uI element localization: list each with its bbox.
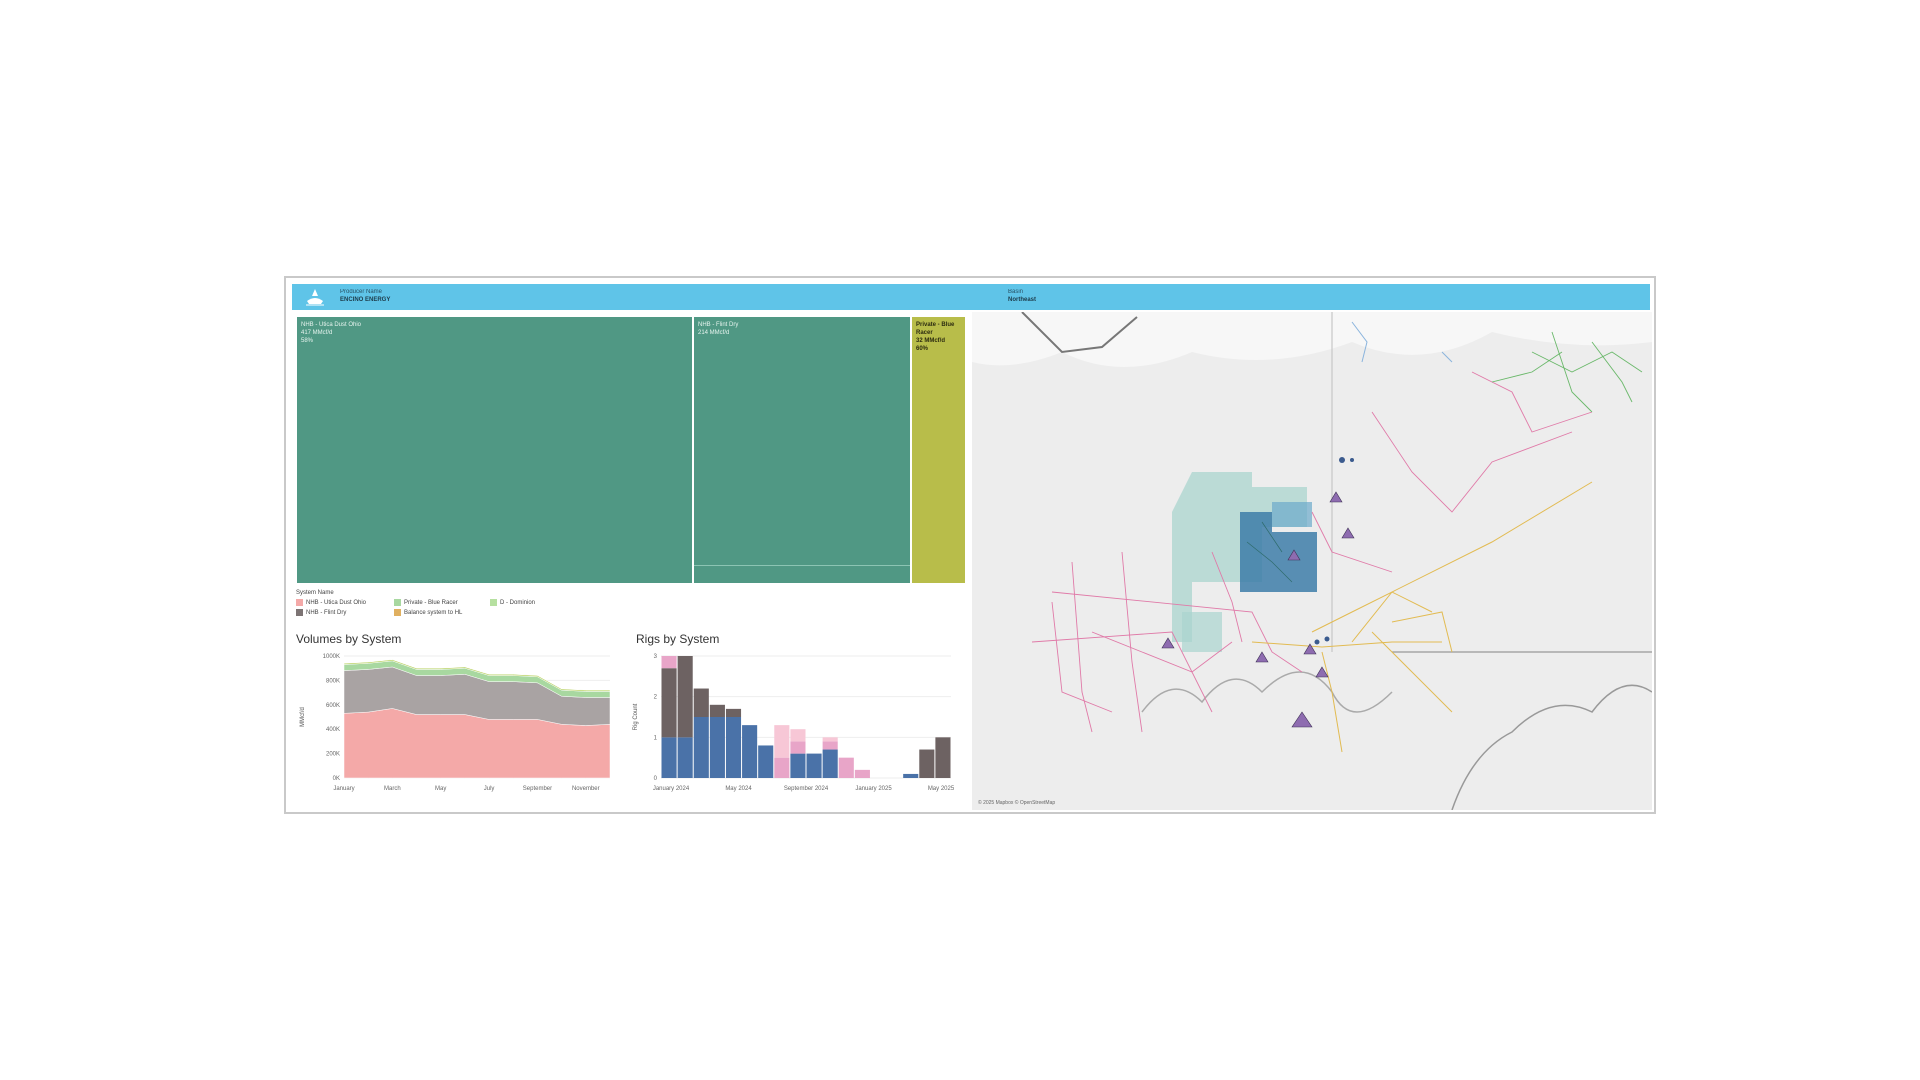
bar-segment xyxy=(709,704,725,717)
bar-segment xyxy=(774,757,790,778)
bar-segment xyxy=(725,717,742,778)
area-series-d-dominion xyxy=(343,659,611,692)
header-bar: Producer Name ENCINO ENERGY Basin Northe… xyxy=(292,284,1650,310)
y-tick-label: 1 xyxy=(654,735,658,741)
bar-segment xyxy=(903,773,919,778)
y-tick-label: 200K xyxy=(326,752,340,758)
dashboard-frame: Producer Name ENCINO ENERGY Basin Northe… xyxy=(284,276,1656,814)
legend-label: Balance system to HL xyxy=(404,609,463,616)
legend-item-blue-racer[interactable]: Private - Blue Racer xyxy=(394,599,458,606)
map-canvas[interactable] xyxy=(972,312,1652,810)
legend-title: System Name xyxy=(296,590,334,596)
y-tick-label: 800K xyxy=(326,678,340,684)
bar-segment xyxy=(742,725,758,778)
legend-label: Private - Blue Racer xyxy=(404,599,458,606)
bar-segment xyxy=(838,757,854,778)
bar-segment xyxy=(677,737,693,778)
y-tick-label: 0 xyxy=(654,776,658,782)
treemap-cell-blue-racer[interactable]: Private - Blue Racer 32 MMcf/d 60% xyxy=(911,316,966,584)
x-tick-label: January xyxy=(333,786,354,792)
legend-swatch xyxy=(394,609,401,616)
bar-segment xyxy=(822,741,838,750)
y-tick-label: 2 xyxy=(654,695,658,701)
treemap-cell-utica[interactable]: NHB - Utica Dust Ohio 417 MMcf/d 58% xyxy=(296,316,693,584)
system-legend: System Name NHB - Utica Dust Ohio Privat… xyxy=(296,590,796,620)
rigs-chart: Rig Count 3 2 1 0 January 2024 May 2024 Septemb… xyxy=(633,654,955,792)
producer-label: Producer Name xyxy=(340,289,383,295)
legend-label: NHB - Utica Dust Ohio xyxy=(306,599,367,606)
system-treemap: NHB - Utica Dust Ohio 417 MMcf/d 58% NHB… xyxy=(296,316,966,584)
bar-segment xyxy=(790,729,806,742)
bar-segment xyxy=(774,725,790,758)
bar-segment xyxy=(661,668,677,738)
treemap-cell-value: 214 MMcf/d xyxy=(698,330,730,336)
treemap-cell-name: Private - Blue Racer xyxy=(916,322,955,336)
producer-filter[interactable]: Producer Name ENCINO ENERGY xyxy=(340,288,390,304)
x-tick-label: September xyxy=(523,786,552,792)
x-tick-label: January 2024 xyxy=(653,786,690,792)
treemap-cell-pct: 58% xyxy=(301,338,314,344)
y-tick-label: 0K xyxy=(333,776,340,782)
x-tick-label: March xyxy=(384,786,401,792)
bar-segment xyxy=(661,656,677,669)
y-tick-label: 3 xyxy=(654,654,658,660)
treemap-cell-pct: 60% xyxy=(916,346,929,352)
legend-item-dominion[interactable]: D - Dominion xyxy=(490,599,535,606)
treemap-cell-name: NHB - Flint Dry xyxy=(698,322,739,328)
bar-segment xyxy=(806,753,822,778)
bar-segment xyxy=(677,656,693,738)
legend-label: D - Dominion xyxy=(500,599,536,606)
map-attribution: © 2025 Mapbox © OpenStreetMap xyxy=(978,800,1056,806)
bar-segment xyxy=(790,753,806,778)
legend-swatch xyxy=(296,609,303,616)
basin-label: Basin xyxy=(1008,289,1024,295)
bar-segment xyxy=(661,737,677,778)
x-tick-label: May 2025 xyxy=(928,786,955,792)
basin-filter[interactable]: Basin Northeast xyxy=(1008,288,1036,304)
bar-segment xyxy=(854,769,870,778)
volumes-chart: MMcf/d 1000K 800K 600K 400K 200K 0K January Marc… xyxy=(300,654,611,792)
rigs-title: Rigs by System xyxy=(636,632,720,646)
treemap-cell-value: 417 MMcf/d xyxy=(301,330,333,336)
legend-item-balance[interactable]: Balance system to HL xyxy=(394,609,462,616)
x-tick-label: September 2024 xyxy=(784,786,829,792)
bar-segment xyxy=(693,688,709,717)
x-tick-label: May 2024 xyxy=(725,786,752,792)
legend-item-flint[interactable]: NHB - Flint Dry xyxy=(296,609,346,616)
bar-segment xyxy=(935,737,951,778)
bar-segment xyxy=(693,717,709,778)
treemap-divider xyxy=(694,565,910,566)
legend-swatch xyxy=(296,599,303,606)
bar-segment xyxy=(725,708,742,717)
bar-segment xyxy=(822,749,838,778)
basin-value: Northeast xyxy=(1008,297,1037,303)
legend-swatch xyxy=(490,599,497,606)
bar-segment xyxy=(709,717,725,778)
volumes-title: Volumes by System xyxy=(296,632,402,646)
legend-item-utica[interactable]: NHB - Utica Dust Ohio xyxy=(296,599,366,606)
treemap-cell-value: 32 MMcf/d xyxy=(916,338,946,344)
producer-value: ENCINO ENERGY xyxy=(340,297,391,303)
pipeline-map[interactable]: © 2025 Mapbox © OpenStreetMap xyxy=(972,312,1652,810)
x-tick-label: January 2025 xyxy=(855,786,892,792)
y-axis-label: Rig Count xyxy=(633,703,639,730)
x-tick-label: November xyxy=(572,786,600,792)
bar-segment xyxy=(790,741,806,754)
x-tick-label: July xyxy=(484,786,495,792)
bar-segment xyxy=(919,749,935,778)
y-tick-label: 600K xyxy=(326,703,340,709)
x-tick-label: May xyxy=(435,786,446,792)
legend-label: NHB - Flint Dry xyxy=(306,609,347,616)
y-axis-label: MMcf/d xyxy=(300,707,306,727)
legend-swatch xyxy=(394,599,401,606)
bar-segment xyxy=(822,737,838,742)
treemap-cell-name: NHB - Utica Dust Ohio xyxy=(301,322,362,328)
treemap-cell-flint[interactable]: NHB - Flint Dry 214 MMcf/d xyxy=(693,316,911,584)
y-tick-label: 1000K xyxy=(323,654,340,660)
y-tick-label: 400K xyxy=(326,727,340,733)
company-logo xyxy=(306,289,324,306)
bar-segment xyxy=(758,745,774,778)
